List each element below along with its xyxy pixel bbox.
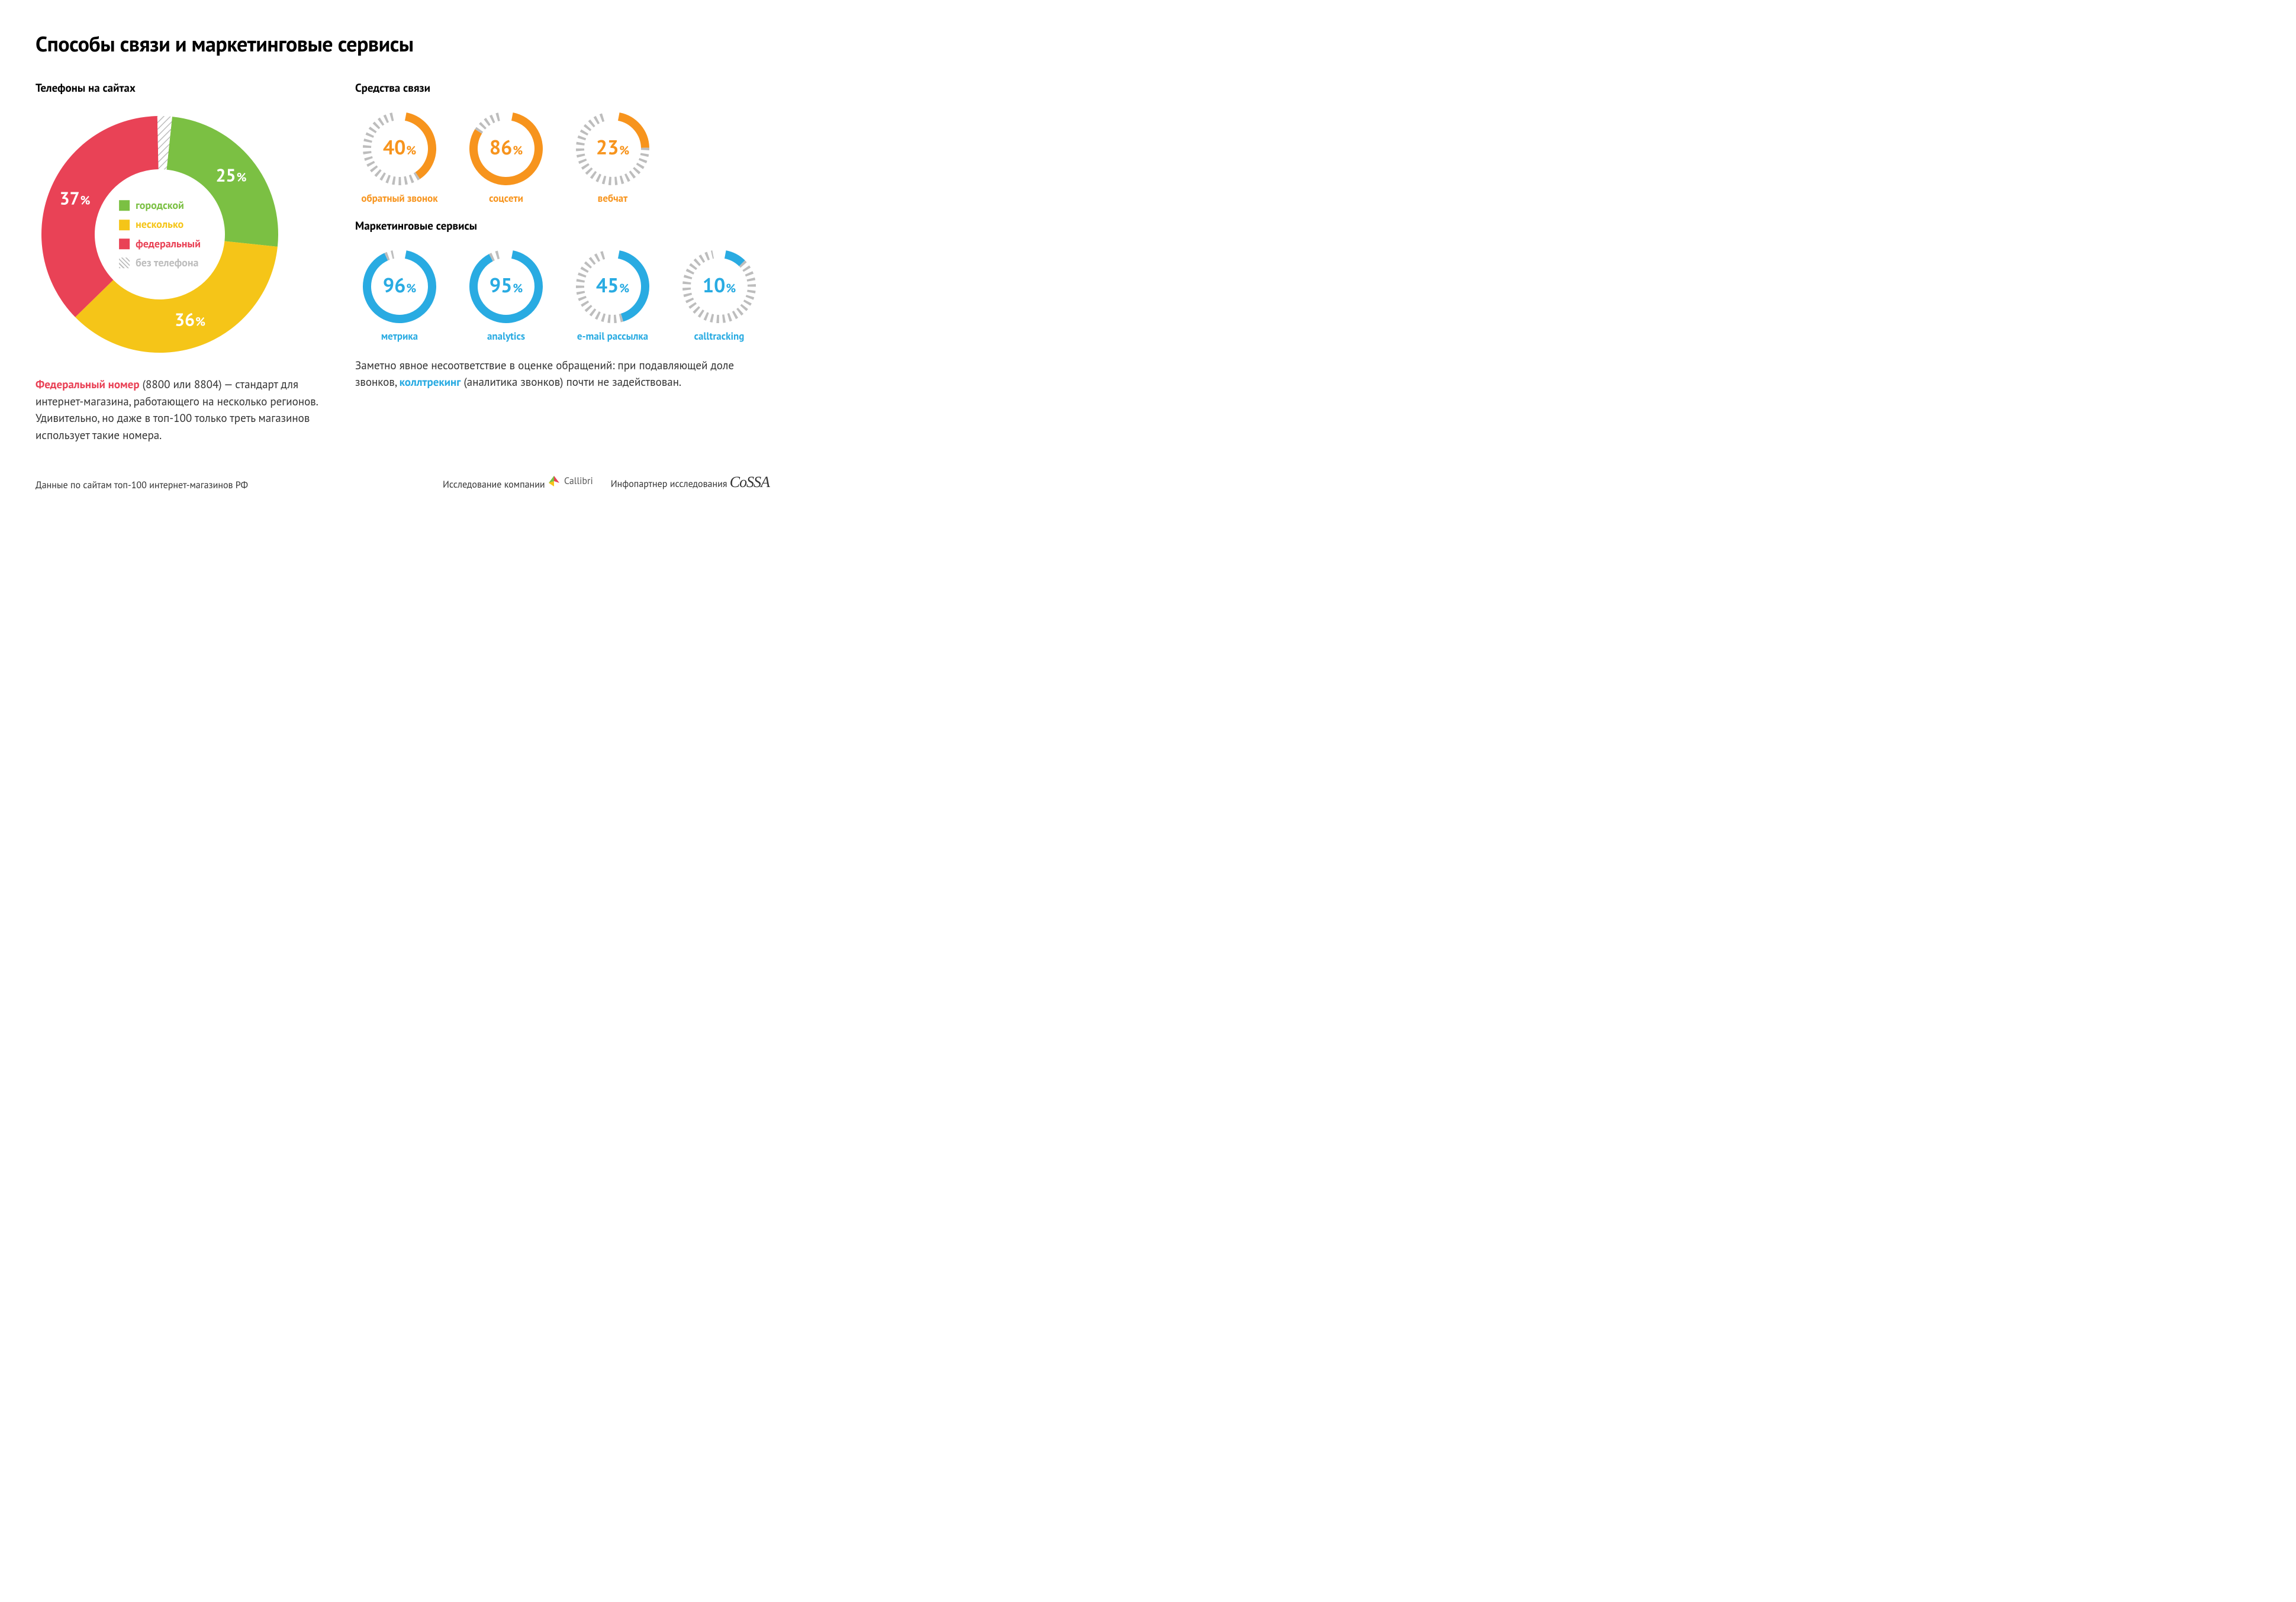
gauge: 96% метрика (355, 248, 444, 342)
legend-label-city: городской (136, 196, 184, 215)
donut-chart: 25%36%37%2% городскойнесколькофедеральны… (36, 110, 284, 359)
legend-swatch-none (119, 258, 130, 269)
legend-label-federal: федеральный (136, 234, 201, 253)
gauge-value: 10% (703, 272, 736, 298)
gauge-label: e-mail рассылка (568, 330, 657, 342)
gauge-ring: 95% (468, 248, 545, 325)
right-column: Средства связи 40% обратный звонок 86% соцсе… (355, 81, 769, 444)
gauge: 86% соцсети (462, 110, 550, 204)
gauge-group-title: Средства связи (355, 81, 769, 95)
left-column: Телефоны на сайтах 25%36%37%2% городской… (36, 81, 320, 444)
gauge-value: 45% (596, 272, 630, 298)
legend-item-none: без телефона (119, 253, 201, 272)
left-paragraph: Федеральный номер (8800 или 8804) — стан… (36, 376, 320, 444)
donut-slice-label-none: 2% (156, 110, 175, 112)
gauge-ring: 86% (468, 110, 545, 187)
gauge: 10% calltracking (675, 248, 764, 342)
gauge-value: 40% (383, 134, 417, 160)
legend-item-federal: федеральный (119, 234, 201, 253)
gauge-value: 86% (490, 134, 523, 160)
gauge-value: 96% (383, 272, 417, 298)
legend-swatch-city (119, 200, 130, 211)
gauge-ring: 96% (361, 248, 438, 325)
legend-item-city: городской (119, 196, 201, 215)
legend-label-none: без телефона (136, 253, 198, 272)
gauge: 23% вебчат (568, 110, 657, 204)
legend-item-several: несколько (119, 215, 201, 234)
gauge: 40% обратный звонок (355, 110, 444, 204)
right-paragraph: Заметно явное несоответствие в оценке об… (355, 357, 769, 391)
gauge-label: вебчат (568, 192, 657, 204)
gauge: 95% analytics (462, 248, 550, 342)
footer-partner-by: Инфопартнер исследования CoSSA (611, 473, 769, 491)
gauge-value: 23% (596, 134, 630, 160)
footer: Данные по сайтам топ-100 интернет-магази… (36, 473, 769, 491)
gauge-label: метрика (355, 330, 444, 342)
donut-legend: городскойнесколькофедеральныйбез телефон… (119, 196, 201, 273)
footer-source: Данные по сайтам топ-100 интернет-магази… (36, 479, 248, 491)
gauge-ring: 23% (574, 110, 651, 187)
gauge-label: calltracking (675, 330, 764, 342)
footer-research-by: Исследование компании Callibri (443, 475, 593, 491)
donut-title: Телефоны на сайтах (36, 81, 320, 95)
callibri-icon (548, 475, 561, 488)
gauge-row: 96% метрика 95% analytics 45% e-mail рассылка… (355, 248, 769, 342)
gauge-ring: 40% (361, 110, 438, 187)
right-highlight: коллтрекинг (400, 375, 461, 389)
gauge-ring: 45% (574, 248, 651, 325)
cossa-logo: CoSSA (730, 473, 769, 491)
gauge: 45% e-mail рассылка (568, 248, 657, 342)
gauge-group-title: Маркетинговые сервисы (355, 219, 769, 233)
gauge-label: обратный звонок (355, 192, 444, 204)
gauge-label: соцсети (462, 192, 550, 204)
gauge-label: analytics (462, 330, 550, 342)
right-text-after: (аналитика звонков) почти не задействова… (461, 375, 681, 389)
gauge-row: 40% обратный звонок 86% соцсети 23% вебчат (355, 110, 769, 204)
callibri-logo: Callibri (548, 475, 593, 488)
legend-swatch-several (119, 220, 130, 230)
page-title: Способы связи и маркетинговые сервисы (36, 30, 769, 57)
legend-swatch-federal (119, 238, 130, 249)
gauge-ring: 10% (681, 248, 758, 325)
legend-label-several: несколько (136, 215, 183, 234)
gauge-value: 95% (490, 272, 523, 298)
left-highlight: Федеральный номер (36, 378, 140, 392)
